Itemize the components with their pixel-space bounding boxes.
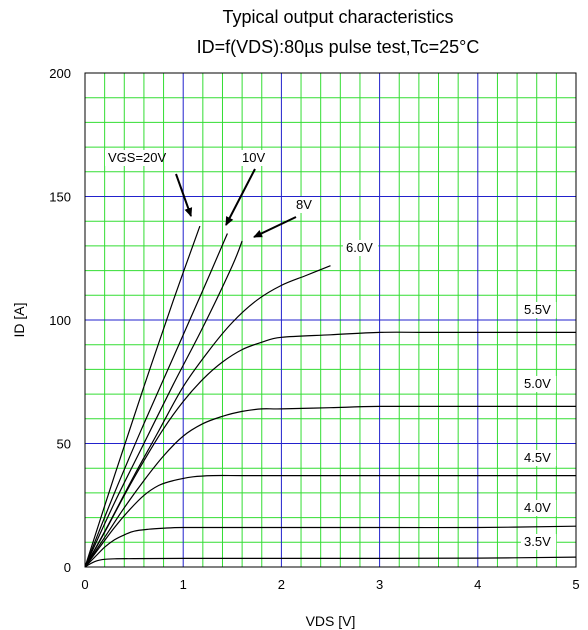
curve-label-5-0v: 5.0V — [524, 376, 551, 391]
curve-label-bg-4-5v — [521, 450, 557, 466]
curve-label-bg-vgs-20v — [105, 150, 163, 166]
chart-subtitle: ID=f(VDS):80µs pulse test,Tc=25°C — [196, 37, 480, 57]
y-tick-label: 150 — [49, 190, 71, 205]
curve-label-3-5v: 3.5V — [524, 534, 551, 549]
curve-label-8v: 8V — [296, 197, 312, 212]
curve-label-bg-6-0v — [343, 240, 379, 256]
curve-label-bg-5-0v — [521, 376, 557, 392]
curve-10v — [84, 233, 228, 568]
y-tick-label: 200 — [49, 66, 71, 81]
y-tick-label: 50 — [57, 437, 71, 452]
curve-label-bg-5-5v — [521, 302, 557, 318]
curve-label-bg-4-0v — [521, 500, 557, 516]
curve-label-bg-8v — [293, 197, 314, 213]
y-axis-label: ID [A] — [11, 302, 27, 337]
curve-label-bg-10v — [239, 150, 267, 166]
y-tick-label: 100 — [49, 313, 71, 328]
x-tick-label: 1 — [180, 577, 187, 592]
arrow-8v — [253, 216, 297, 238]
curve-6-0v — [84, 265, 331, 568]
curve-label-5-5v: 5.5V — [524, 302, 551, 317]
curve-label-4-0v: 4.0V — [524, 500, 551, 515]
curve-vgs-20v — [84, 225, 201, 568]
arrow-10v — [225, 168, 256, 226]
curve-3-5v — [84, 556, 577, 568]
curve-5-5v — [84, 331, 576, 568]
curve-4-0v — [84, 525, 577, 568]
x-tick-label: 2 — [278, 577, 285, 592]
curves — [84, 225, 577, 568]
curve-8v — [84, 240, 243, 568]
x-tick-label: 5 — [572, 577, 579, 592]
x-tick-label: 0 — [81, 577, 88, 592]
y-tick-label: 0 — [64, 560, 71, 575]
curve-5-0v — [84, 405, 576, 568]
x-tick-label: 3 — [376, 577, 383, 592]
x-tick-label: 4 — [474, 577, 481, 592]
curve-label-6-0v: 6.0V — [346, 240, 373, 255]
curve-label-4-5v: 4.5V — [524, 450, 551, 465]
x-axis-label: VDS [V] — [306, 613, 356, 629]
curve-labels: VGS=20V 10V 8V 6.0V 5.5V 5.0V 4.5V 4.0V 3.5V — [105, 150, 557, 550]
arrow-vgs-20v — [175, 173, 193, 217]
curve-label-bg-3-5v — [521, 534, 557, 550]
plot-frame — [84, 72, 577, 568]
chart-title: Typical output characteristics — [222, 7, 454, 27]
curve-4-5v — [84, 474, 576, 568]
curve-label-vgs-20v: VGS=20V — [108, 150, 167, 165]
curve-label-10v: 10V — [242, 150, 265, 165]
